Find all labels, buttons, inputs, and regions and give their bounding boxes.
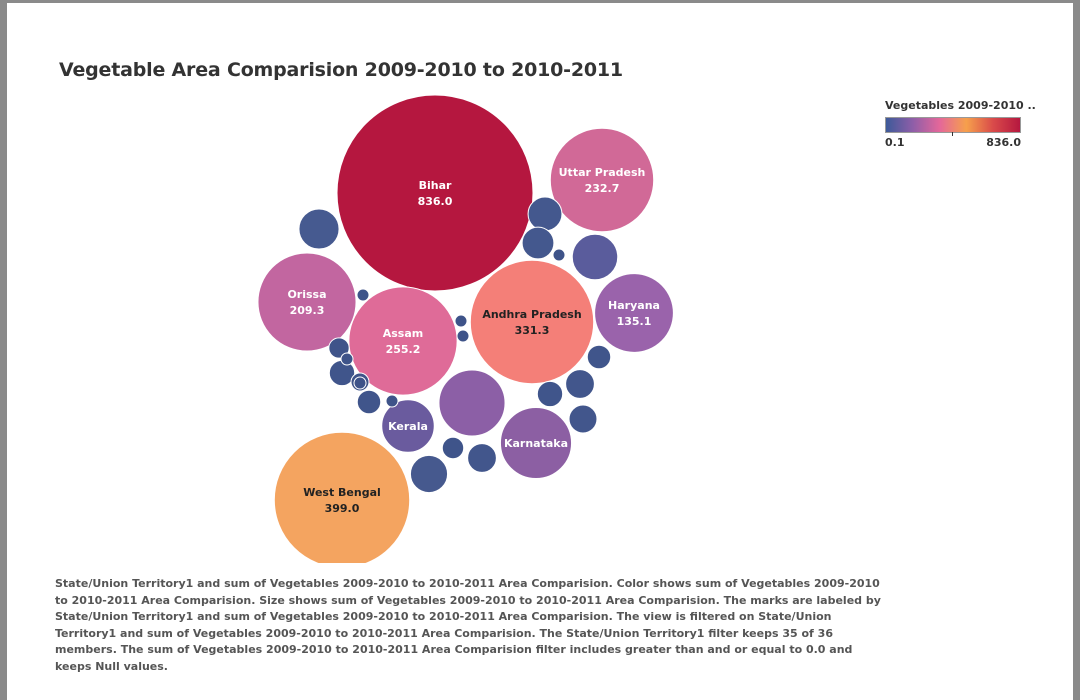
bubble-mark[interactable] bbox=[527, 196, 563, 232]
bubble-state-19[interactable] bbox=[536, 380, 564, 408]
bubble-label: Kerala bbox=[388, 420, 428, 433]
bubble-mark[interactable] bbox=[594, 273, 674, 353]
bubble-mark[interactable] bbox=[438, 369, 506, 437]
bubble-orissa[interactable]: Orissa 209.3 bbox=[257, 252, 357, 352]
bubble-mark[interactable] bbox=[441, 436, 465, 460]
bubble-mark[interactable] bbox=[353, 376, 367, 390]
bubble-mark[interactable] bbox=[586, 344, 612, 370]
bubble-mark[interactable] bbox=[499, 406, 573, 480]
bubble-mark[interactable] bbox=[521, 226, 555, 260]
bubble-mark[interactable] bbox=[467, 443, 497, 473]
bubble-mark[interactable] bbox=[356, 288, 370, 302]
bubble-kerala[interactable]: Kerala bbox=[381, 399, 435, 453]
bubble-mark[interactable] bbox=[536, 380, 564, 408]
bubble-label: West Bengal bbox=[303, 486, 381, 499]
bubble-label: Haryana bbox=[608, 299, 660, 312]
legend-title: Vegetables 2009-2010 .. bbox=[885, 99, 1036, 112]
bubble-mark[interactable] bbox=[385, 394, 399, 408]
bubble-mark[interactable] bbox=[257, 252, 357, 352]
bubble-value-label: 209.3 bbox=[290, 304, 325, 317]
bubble-karnataka[interactable]: Karnataka bbox=[499, 406, 573, 480]
bubble-state-23[interactable] bbox=[441, 436, 465, 460]
bubble-state-17[interactable] bbox=[565, 369, 595, 399]
bubble-mark[interactable] bbox=[565, 369, 595, 399]
bubble-state-18[interactable] bbox=[568, 404, 598, 434]
bubble-state-26[interactable] bbox=[454, 314, 468, 328]
chart-canvas: Vegetable Area Comparision 2009-2010 to … bbox=[7, 3, 1073, 700]
bubble-value-label: 232.7 bbox=[585, 182, 620, 195]
bubble-label: Assam bbox=[383, 327, 424, 340]
bubble-bihar[interactable]: Bihar 836.0 bbox=[336, 94, 534, 292]
bubble-state-22[interactable] bbox=[356, 389, 382, 415]
bubble-haryana[interactable]: Haryana 135.1 bbox=[594, 273, 674, 353]
bubble-mark[interactable] bbox=[456, 329, 470, 343]
legend-max-label: 836.0 bbox=[986, 136, 1021, 149]
bubble-mark[interactable] bbox=[273, 431, 411, 563]
bubble-assam[interactable]: Assam 255.2 bbox=[348, 286, 458, 396]
bubble-label: Orissa bbox=[287, 288, 326, 301]
bubble-value-label: 135.1 bbox=[617, 315, 652, 328]
bubble-state-12[interactable] bbox=[298, 208, 340, 250]
bubble-state-15[interactable] bbox=[521, 226, 555, 260]
bubble-state-16[interactable] bbox=[467, 443, 497, 473]
bubble-mark[interactable] bbox=[348, 286, 458, 396]
legend-color-bar bbox=[885, 117, 1021, 136]
bubble-mark[interactable] bbox=[340, 352, 354, 366]
bubble-value-label: 255.2 bbox=[386, 343, 421, 356]
bubble-state-31[interactable] bbox=[356, 288, 370, 302]
bubble-mark[interactable] bbox=[356, 389, 382, 415]
bubble-label: Uttar Pradesh bbox=[559, 166, 646, 179]
bubble-mark[interactable] bbox=[336, 94, 534, 292]
bubble-label: Bihar bbox=[419, 179, 452, 192]
bubble-state-30[interactable] bbox=[385, 394, 399, 408]
chart-caption: State/Union Territory1 and sum of Vegeta… bbox=[55, 577, 881, 673]
chart-title: Vegetable Area Comparision 2009-2010 to … bbox=[59, 59, 623, 81]
bubble-mark[interactable] bbox=[549, 127, 655, 233]
bubble-mark[interactable] bbox=[328, 337, 350, 359]
bubble-mark[interactable] bbox=[571, 233, 619, 281]
bubble-state-29[interactable] bbox=[340, 352, 354, 366]
bubble-state-28[interactable] bbox=[552, 248, 566, 262]
bubble-mark[interactable] bbox=[298, 208, 340, 250]
bubble-state-32[interactable] bbox=[353, 376, 367, 390]
bubble-label: Karnataka bbox=[504, 437, 568, 450]
bubble-state-11[interactable] bbox=[571, 233, 619, 281]
bubble-mark[interactable] bbox=[552, 248, 566, 262]
bubble-label: Andhra Pradesh bbox=[482, 308, 581, 321]
bubble-mark[interactable] bbox=[381, 399, 435, 453]
bubble-mark[interactable] bbox=[454, 314, 468, 328]
legend-tick bbox=[952, 132, 953, 136]
bubble-andhra-pradesh[interactable]: Andhra Pradesh 331.3 bbox=[469, 259, 595, 385]
bubble-state-21[interactable] bbox=[586, 344, 612, 370]
color-legend: Vegetables 2009-2010 .. 0.1 836.0 bbox=[885, 99, 1036, 149]
bubble-state-14[interactable] bbox=[527, 196, 563, 232]
bubble-state-13[interactable] bbox=[409, 454, 449, 494]
bubble-value-label: 399.0 bbox=[325, 502, 360, 515]
bubble-state-24[interactable] bbox=[328, 337, 350, 359]
bubble-value-label: 331.3 bbox=[515, 324, 550, 337]
bubble-state-9[interactable] bbox=[438, 369, 506, 437]
legend-min-label: 0.1 bbox=[885, 136, 905, 149]
bubble-value-label: 836.0 bbox=[418, 195, 453, 208]
bubble-state-27[interactable] bbox=[456, 329, 470, 343]
bubble-mark[interactable] bbox=[568, 404, 598, 434]
bubble-mark[interactable] bbox=[409, 454, 449, 494]
bubble-chart: Bihar 836.0 West Bengal 399.0 Andhra Pradesh… bbox=[257, 94, 674, 563]
bubble-west-bengal[interactable]: West Bengal 399.0 bbox=[273, 431, 411, 563]
bubble-mark[interactable] bbox=[469, 259, 595, 385]
bubble-uttar-pradesh[interactable]: Uttar Pradesh 232.7 bbox=[549, 127, 655, 233]
